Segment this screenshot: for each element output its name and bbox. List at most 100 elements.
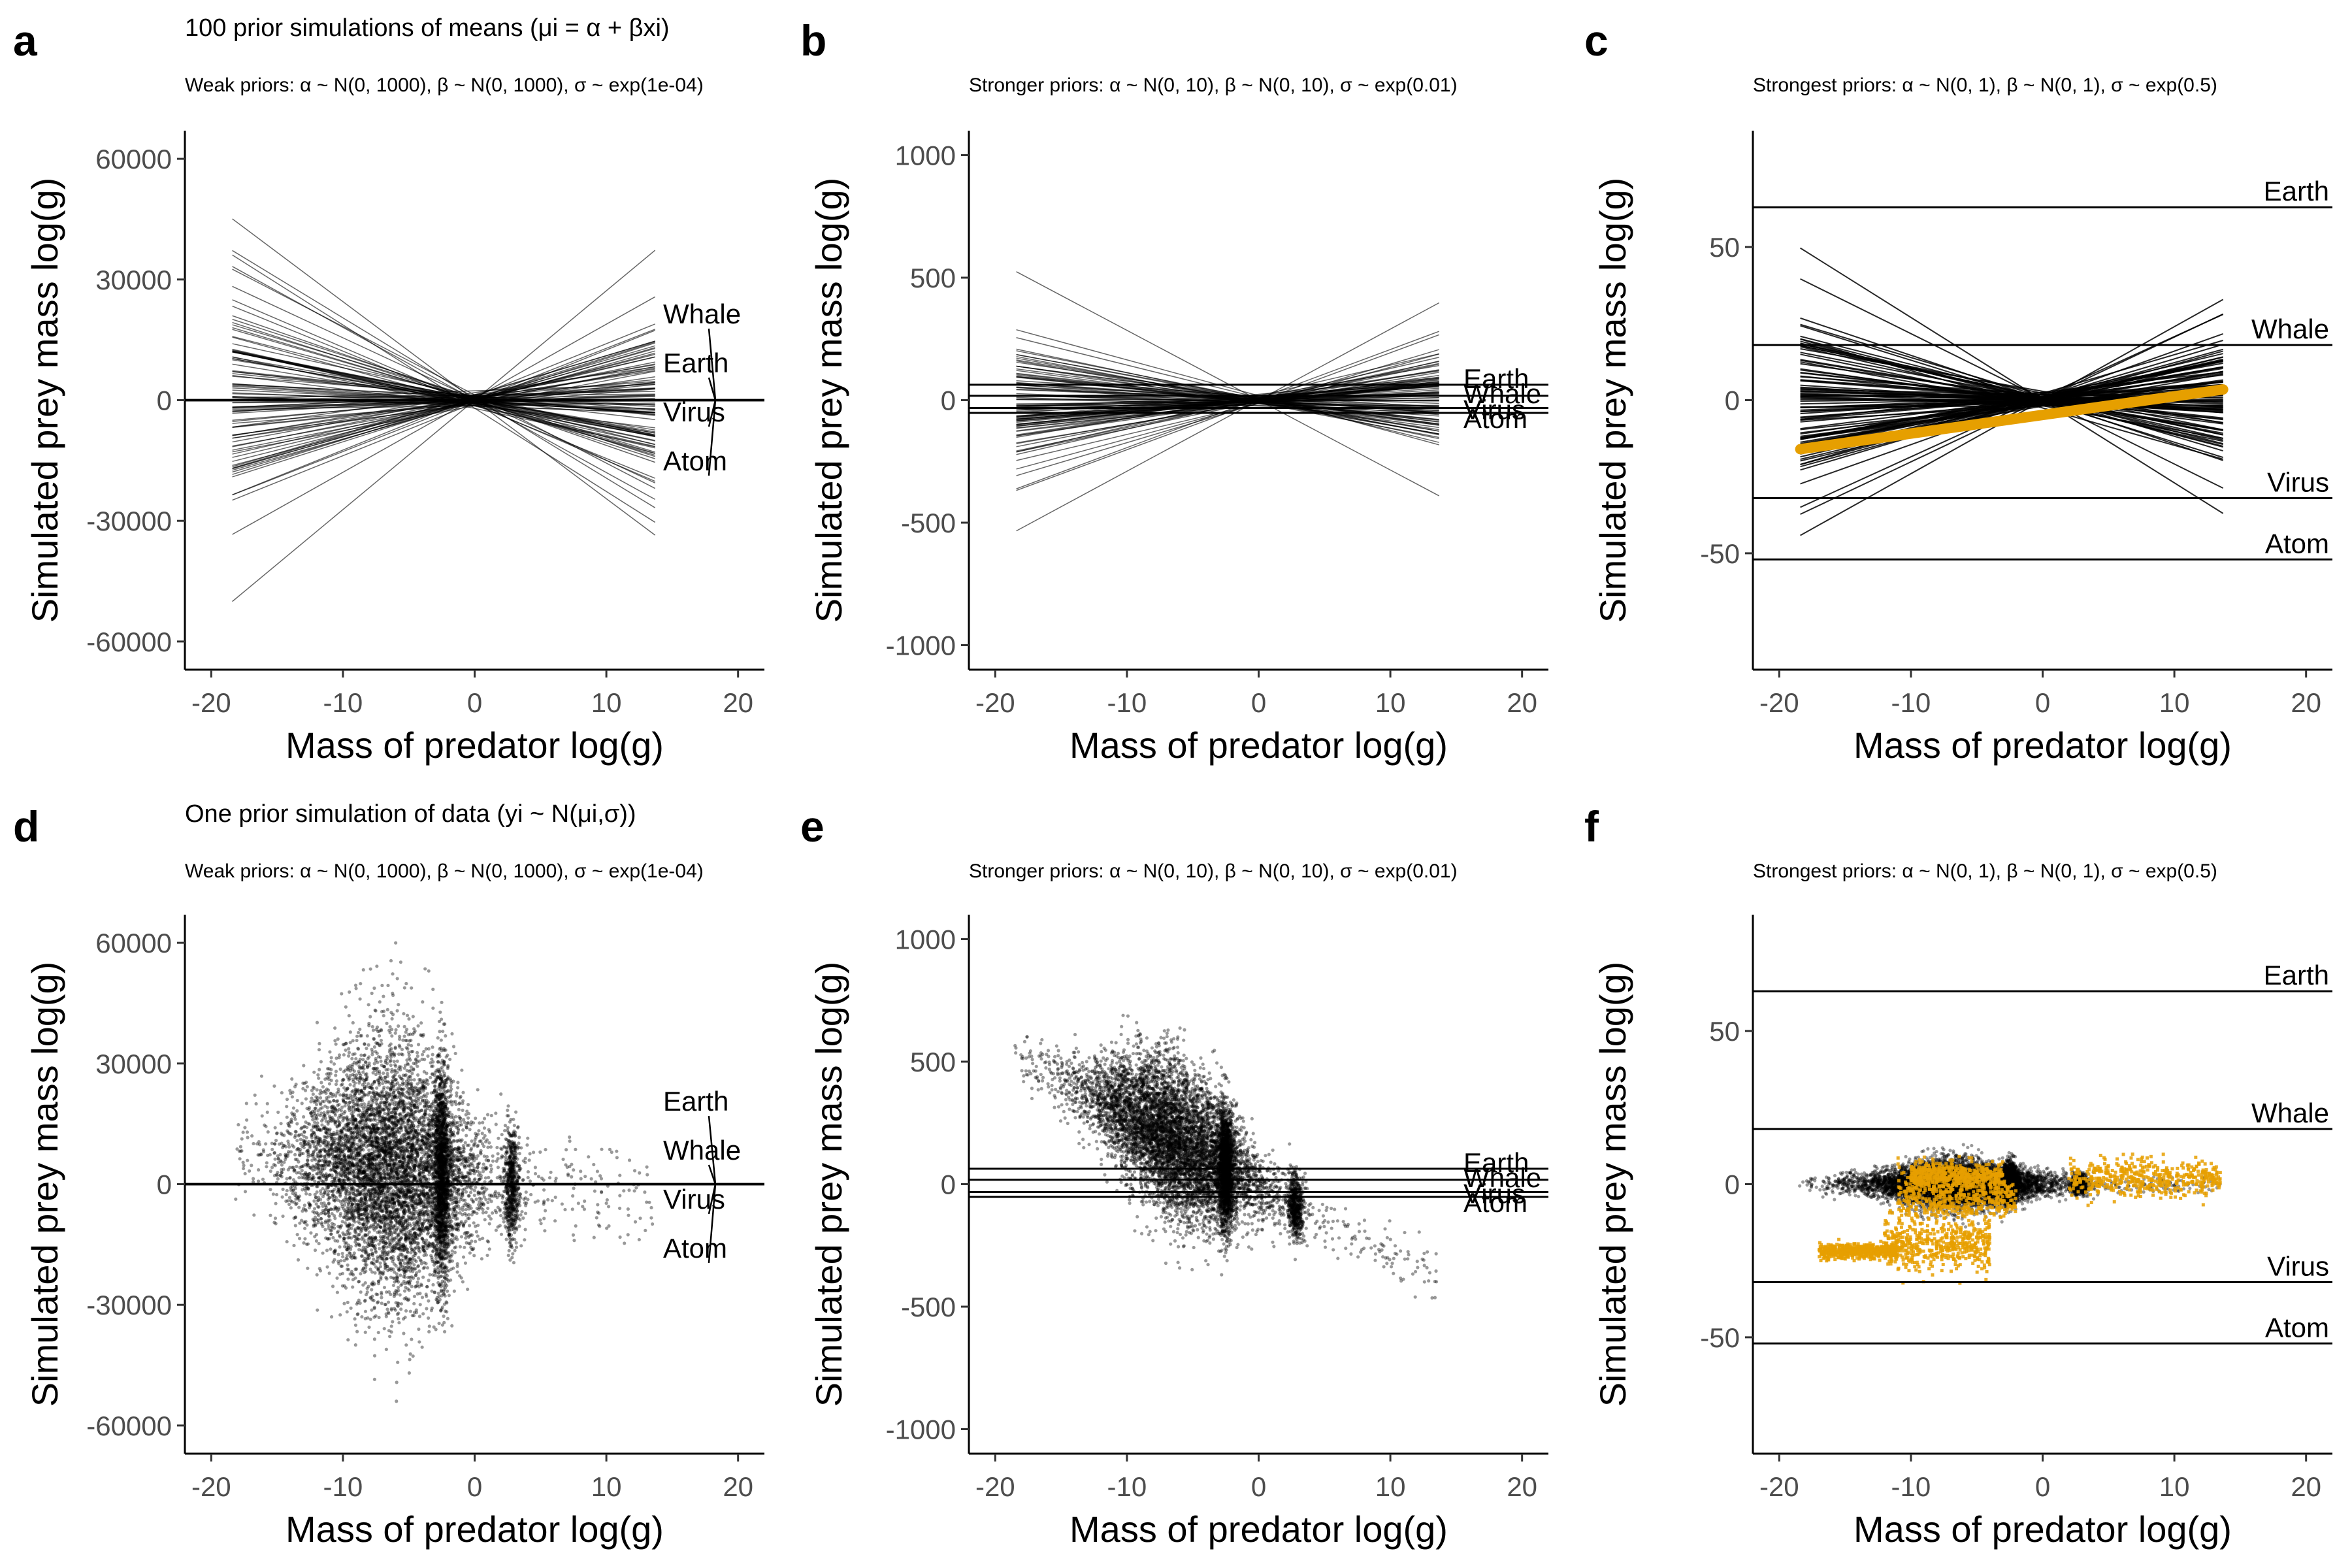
data-point xyxy=(266,1130,270,1134)
data-point xyxy=(442,1122,446,1126)
data-point xyxy=(344,1175,348,1179)
data-point xyxy=(378,1153,382,1158)
data-point xyxy=(422,1214,426,1218)
data-point xyxy=(338,1191,342,1195)
data-point xyxy=(244,1102,248,1105)
prior-line xyxy=(1800,380,2223,438)
panel-title: 100 prior simulations of means (μi = α +… xyxy=(185,14,670,42)
data-point xyxy=(638,1217,642,1220)
x-tick-label: 10 xyxy=(591,1471,622,1502)
data-point xyxy=(295,1139,299,1143)
data-point xyxy=(437,1187,441,1192)
data-point xyxy=(290,1077,294,1081)
data-point xyxy=(470,1239,474,1243)
data-point xyxy=(347,1051,351,1054)
data-point xyxy=(410,1071,414,1075)
data-point xyxy=(347,1078,351,1082)
data-point xyxy=(370,1298,374,1301)
data-point xyxy=(364,1292,368,1297)
data-point xyxy=(404,1247,409,1251)
data-point xyxy=(472,1254,476,1258)
data-point xyxy=(336,1230,340,1233)
data-point xyxy=(318,1150,322,1154)
data-point xyxy=(331,1118,335,1122)
data-point xyxy=(390,1017,394,1021)
data-point xyxy=(372,986,376,990)
data-point xyxy=(346,1149,351,1153)
data-point xyxy=(514,1241,518,1245)
data-point xyxy=(497,1136,500,1140)
data-point xyxy=(422,1266,427,1269)
data-point xyxy=(503,1124,508,1128)
data-point xyxy=(483,1218,487,1222)
data-point xyxy=(421,1079,425,1083)
data-point xyxy=(391,1212,395,1216)
data-point xyxy=(394,1190,398,1194)
data-point xyxy=(476,1088,480,1092)
data-point xyxy=(302,1130,306,1134)
data-point xyxy=(371,1028,376,1032)
x-tick-label: 10 xyxy=(591,687,622,718)
data-point xyxy=(385,1021,389,1025)
data-point xyxy=(434,1150,438,1154)
data-point xyxy=(297,1194,302,1198)
prior-line xyxy=(232,218,656,536)
data-point xyxy=(440,1167,444,1171)
data-point xyxy=(365,1034,369,1038)
data-point xyxy=(444,1136,448,1140)
data-point xyxy=(571,1194,575,1198)
data-point xyxy=(518,1218,522,1222)
data-point xyxy=(476,1132,480,1136)
data-point xyxy=(463,1187,466,1191)
prior-line xyxy=(232,347,655,473)
data-point xyxy=(376,1197,380,1201)
data-point xyxy=(265,1110,269,1115)
data-point xyxy=(443,1134,448,1137)
data-point xyxy=(358,1192,362,1197)
data-point xyxy=(395,1217,399,1220)
data-point xyxy=(441,1149,445,1152)
data-point xyxy=(321,1224,325,1228)
x-tick-label: 20 xyxy=(723,1471,753,1502)
data-point xyxy=(440,1173,445,1177)
data-point xyxy=(367,1158,371,1163)
data-point xyxy=(382,994,385,998)
data-point xyxy=(441,1120,445,1125)
data-point xyxy=(407,1288,411,1292)
data-point xyxy=(436,1053,440,1058)
data-point xyxy=(512,1198,515,1202)
data-point xyxy=(372,1228,376,1232)
data-point xyxy=(355,1330,359,1333)
data-point xyxy=(446,1106,449,1111)
data-point xyxy=(311,1092,315,1096)
data-point xyxy=(464,1236,468,1240)
data-point xyxy=(260,1114,264,1118)
data-point xyxy=(445,1284,449,1288)
data-point xyxy=(459,1162,463,1166)
data-point xyxy=(543,1229,547,1233)
data-point xyxy=(507,1168,511,1171)
data-point xyxy=(342,1169,346,1174)
y-tick-label: -30000 xyxy=(86,506,172,536)
data-point xyxy=(442,1315,446,1318)
data-point xyxy=(433,1162,436,1166)
x-tick-label: -20 xyxy=(975,687,1015,718)
data-point xyxy=(437,1218,441,1222)
data-point xyxy=(313,1249,318,1252)
data-point xyxy=(416,1082,419,1086)
data-point xyxy=(335,1079,339,1083)
data-point xyxy=(651,1222,655,1226)
data-point xyxy=(440,1152,444,1156)
data-point xyxy=(289,1206,293,1210)
data-point xyxy=(440,1180,444,1184)
data-point xyxy=(336,1252,340,1256)
data-point xyxy=(485,1113,490,1117)
data-point xyxy=(304,1097,308,1101)
data-point xyxy=(375,964,379,968)
data-point xyxy=(438,1010,442,1014)
data-point xyxy=(316,1205,320,1209)
data-point xyxy=(461,1188,465,1192)
data-point xyxy=(297,1237,302,1241)
data-point xyxy=(360,1213,364,1217)
